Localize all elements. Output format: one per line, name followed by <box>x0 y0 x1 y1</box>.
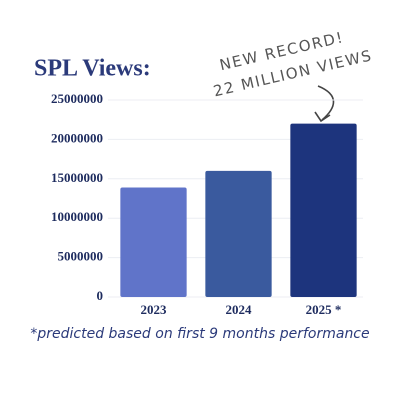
annotation-arrow <box>317 85 335 121</box>
x-tick-label: 2023 <box>141 302 168 317</box>
bar <box>205 170 272 297</box>
y-tick-label: 10000000 <box>51 209 103 224</box>
y-tick-label: 15000000 <box>51 170 103 185</box>
y-tick-label: 20000000 <box>51 130 103 145</box>
x-tick-label: 2025 * <box>306 302 342 317</box>
footnote: *predicted based on first 9 months perfo… <box>30 326 369 342</box>
annotation: NEW RECORD! 22 MILLION VIEWS <box>212 28 375 100</box>
annotation-arrowhead <box>314 111 331 123</box>
chart-title: SPL Views: <box>34 56 151 82</box>
y-tick-label: 25000000 <box>51 91 103 106</box>
x-tick-label: 2024 <box>226 302 253 317</box>
y-tick-label: 0 <box>97 288 104 303</box>
bar <box>290 123 357 297</box>
y-tick-label: 5000000 <box>58 249 104 264</box>
bar <box>120 187 187 297</box>
